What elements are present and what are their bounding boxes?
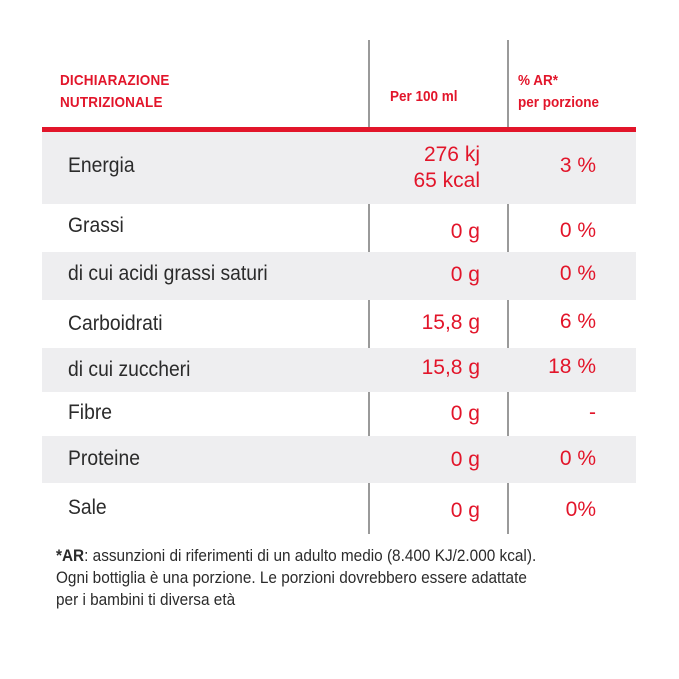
nutrient-ar: 6 % <box>559 310 596 333</box>
table-row: Grassi 0 g 0 % <box>42 204 636 252</box>
nutrient-value: 0 g <box>450 263 480 286</box>
nutrient-name: Grassi <box>68 214 124 237</box>
table-row: Energia 276 kj 65 kcal 3 % <box>42 132 636 204</box>
footnote-line-3: per i bambini ti diversa età <box>56 591 236 609</box>
nutrient-name: Proteine <box>68 447 140 470</box>
nutrient-ar: 0 % <box>559 219 596 242</box>
table-header: DICHIARAZIONE NUTRIZIONALE Per 100 ml % … <box>42 40 636 132</box>
nutrient-ar: 0 % <box>559 262 596 285</box>
nutrient-name: Fibre <box>68 401 113 424</box>
nutrient-value: 15,8 g <box>421 356 480 379</box>
table-body: Energia 276 kj 65 kcal 3 % Grassi 0 g 0 … <box>42 132 636 531</box>
table-row: Carboidrati 15,8 g 6 % <box>42 300 636 348</box>
footnote-line-1: *AR: assunzioni di riferimenti di un adu… <box>56 547 537 565</box>
nutrient-value: 0 g <box>450 499 480 522</box>
nutrient-ar: 3 % <box>559 154 596 177</box>
table-row: di cui zuccheri 15,8 g 18 % <box>42 348 636 392</box>
table-row: Proteine 0 g 0 % <box>42 436 636 483</box>
nutrient-ar: 0% <box>565 498 596 521</box>
nutrient-ar: 0 % <box>559 447 596 470</box>
header-per-100ml: Per 100 ml <box>390 88 458 105</box>
nutrient-value: 15,8 g <box>421 311 480 334</box>
nutrient-value: 0 g <box>450 220 480 243</box>
nutrient-ar: - <box>589 401 596 424</box>
table-row: Fibre 0 g - <box>42 392 636 436</box>
nutrient-ar: 18 % <box>548 355 596 378</box>
table-row: Sale 0 g 0% <box>42 483 636 531</box>
header-divider <box>42 127 636 132</box>
footnote-line-2: Ogni bottiglia è una porzione. Le porzio… <box>56 569 527 587</box>
table-row: di cui acidi grassi saturi 0 g 0 % <box>42 252 636 300</box>
footnote: *AR: assunzioni di riferimenti di un adu… <box>56 545 614 611</box>
header-label: DICHIARAZIONE NUTRIZIONALE <box>60 72 170 111</box>
nutrient-name: di cui zuccheri <box>68 358 191 381</box>
header-ar-per-portion: % AR* per porzione <box>518 72 600 111</box>
nutrient-name: Sale <box>68 496 107 519</box>
nutrient-value: 276 kj 65 kcal <box>413 143 480 192</box>
nutrient-value: 0 g <box>450 448 480 471</box>
nutrient-name: di cui acidi grassi saturi <box>68 262 268 285</box>
nutrition-table: DICHIARAZIONE NUTRIZIONALE Per 100 ml % … <box>42 40 636 534</box>
nutrient-name: Carboidrati <box>68 312 163 335</box>
nutrient-name: Energia <box>68 154 135 177</box>
nutrient-value: 0 g <box>450 402 480 425</box>
